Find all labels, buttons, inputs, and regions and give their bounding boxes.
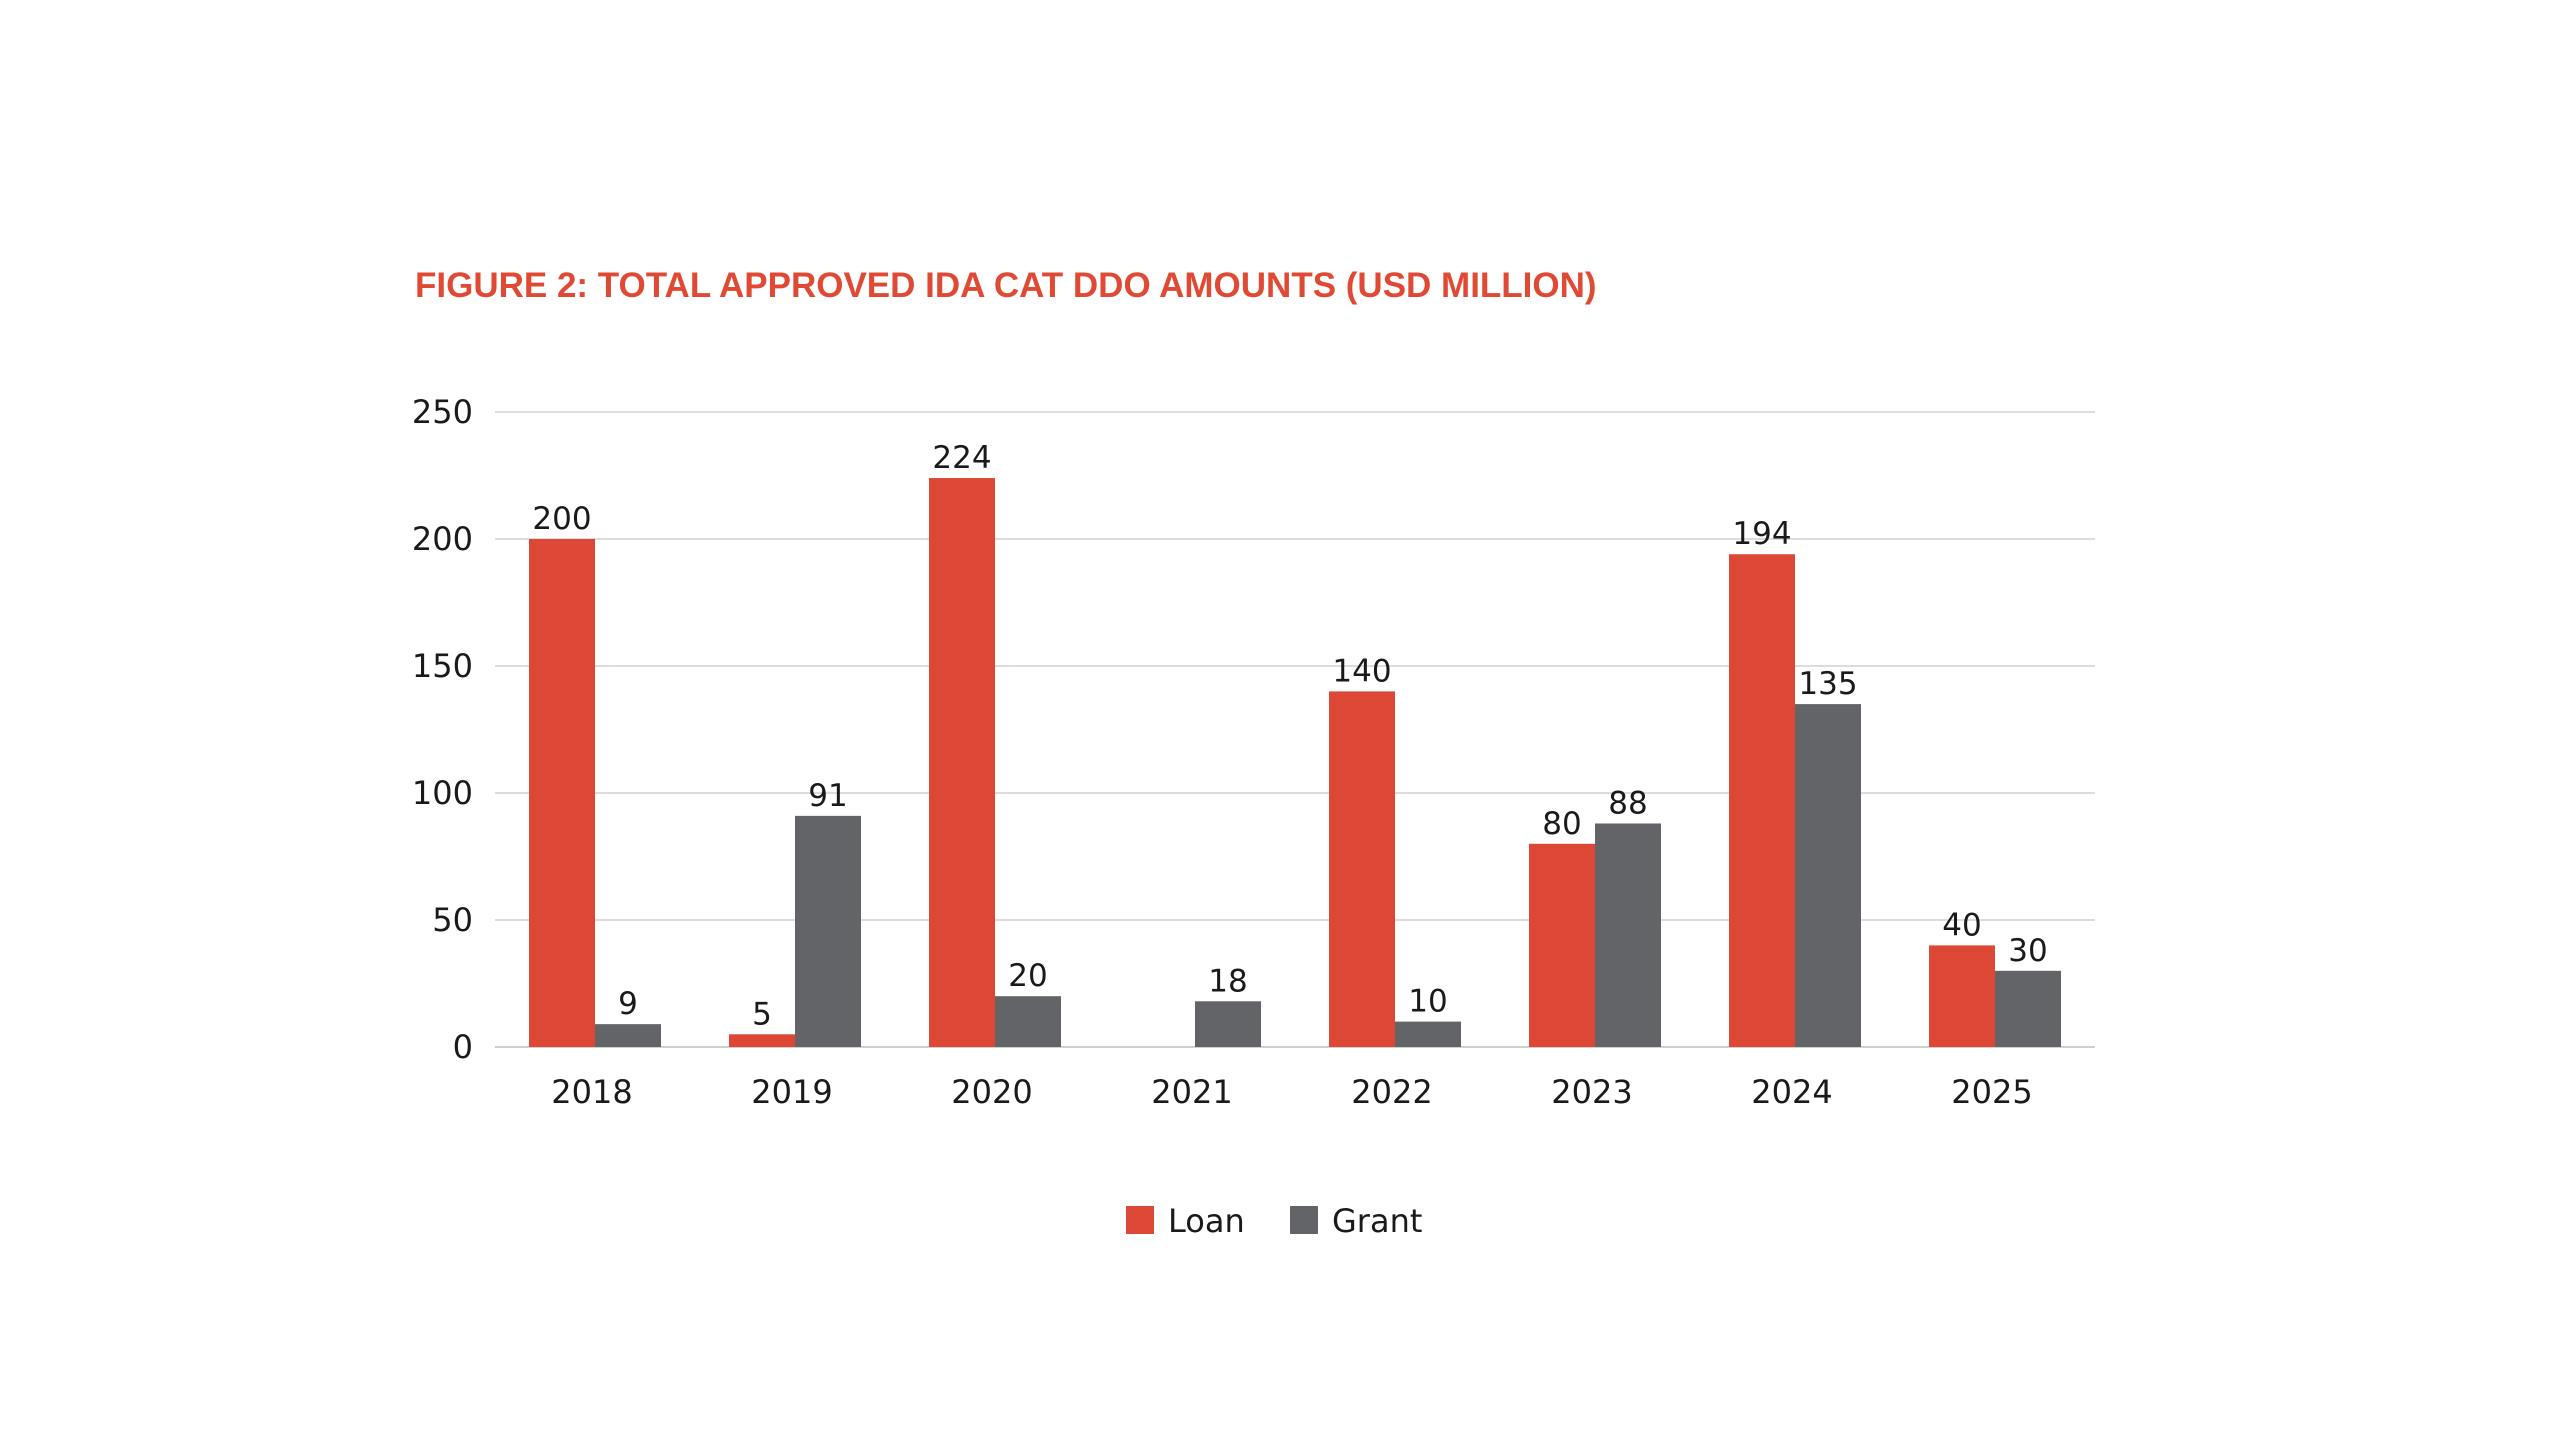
legend-label-grant: Grant: [1332, 1202, 1422, 1240]
x-tick-label: 2022: [1351, 1073, 1432, 1111]
x-tick-label: 2023: [1551, 1073, 1632, 1111]
data-label: 40: [1942, 907, 1981, 943]
bar-grant-2019: [795, 815, 861, 1047]
chart-title: FIGURE 2: TOTAL APPROVED IDA CAT DDO AMO…: [415, 266, 1597, 305]
data-label: 88: [1608, 785, 1647, 821]
y-tick-label: 0: [453, 1028, 473, 1066]
bar-grant-2018: [595, 1024, 661, 1047]
x-tick-label: 2025: [1951, 1073, 2032, 1111]
data-label: 194: [1732, 516, 1791, 552]
bar-grant-2023: [1595, 823, 1661, 1047]
bar-loan-2018: [529, 539, 595, 1047]
legend: Loan Grant: [1126, 1202, 1422, 1240]
bar-loan-2024: [1729, 554, 1795, 1047]
bars: [529, 478, 2061, 1047]
bar-loan-2019: [729, 1034, 795, 1047]
bar-grant-2020: [995, 996, 1061, 1047]
data-label: 224: [932, 440, 991, 476]
x-tick-label: 2018: [551, 1073, 632, 1111]
data-label: 91: [808, 778, 847, 814]
bar-grant-2025: [1995, 970, 2061, 1047]
x-tick-label: 2021: [1151, 1073, 1232, 1111]
data-label: 9: [618, 986, 638, 1022]
data-label: 10: [1408, 984, 1447, 1020]
bar-grant-2024: [1795, 704, 1861, 1047]
bar-loan-2020: [929, 478, 995, 1047]
legend-label-loan: Loan: [1168, 1202, 1245, 1240]
data-label: 135: [1798, 666, 1857, 702]
x-tick-label: 2019: [751, 1073, 832, 1111]
x-tick-label: 2024: [1751, 1073, 1832, 1111]
y-tick-label: 150: [412, 647, 473, 685]
x-tick-label: 2020: [951, 1073, 1032, 1111]
bar-grant-2021: [1195, 1001, 1261, 1047]
data-label: 5: [752, 996, 772, 1032]
data-label: 18: [1208, 963, 1247, 999]
legend-swatch-grant: [1290, 1206, 1318, 1234]
data-label: 30: [2008, 933, 2047, 969]
y-tick-label: 50: [432, 901, 473, 939]
y-tick-label: 200: [412, 520, 473, 558]
data-label: 200: [532, 501, 591, 537]
bar-loan-2025: [1929, 945, 1995, 1047]
bar-loan-2023: [1529, 843, 1595, 1047]
bar-loan-2022: [1329, 691, 1395, 1047]
bar-grant-2022: [1395, 1021, 1461, 1047]
data-label: 80: [1542, 806, 1581, 842]
data-label: 140: [1332, 653, 1391, 689]
x-axis-ticks: 2018 2019 2020 2021 2022 2023 2024 2025: [551, 1073, 2032, 1111]
y-tick-label: 100: [412, 774, 473, 812]
y-axis-ticks: 0 50 100 150 200 250: [412, 393, 473, 1066]
data-labels: 200 9 5 91 224 20 18 140 10 80 88 194 135 40 30: [532, 440, 2047, 1032]
data-label: 20: [1008, 958, 1047, 994]
legend-swatch-loan: [1126, 1206, 1154, 1234]
y-tick-label: 250: [412, 393, 473, 431]
